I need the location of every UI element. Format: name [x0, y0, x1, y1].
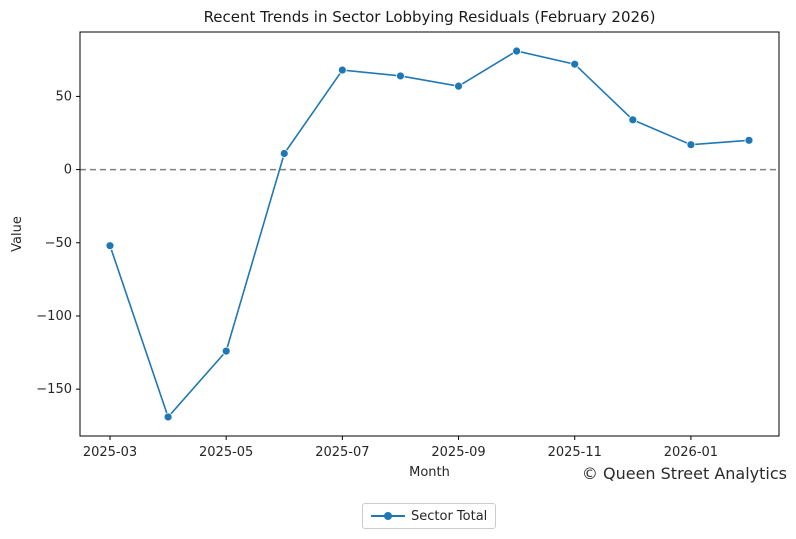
data-point [105, 241, 115, 251]
x-tick-label: 2025-07 [315, 445, 369, 460]
y-tick-label: −150 [36, 382, 72, 397]
x-tick-label: 2026-01 [664, 445, 718, 460]
x-tick-label: 2025-03 [83, 445, 137, 460]
copyright-watermark: © Queen Street Analytics [581, 464, 787, 483]
data-point [163, 412, 173, 422]
legend-label-sector-total: Sector Total [411, 508, 488, 524]
data-point [396, 71, 405, 81]
data-point [512, 46, 522, 56]
data-point [628, 115, 638, 125]
y-tick-label: −100 [36, 309, 72, 324]
series-line-sector-total [109, 50, 750, 419]
data-point [279, 149, 289, 158]
y-tick-label: 0 [64, 163, 72, 178]
data-point [686, 140, 696, 150]
data-point [570, 59, 580, 69]
legend-line-marker-icon [371, 510, 405, 522]
data-point [337, 65, 347, 75]
data-point [454, 81, 463, 91]
x-tick-label: 2025-05 [199, 445, 253, 460]
y-axis-label: Value [10, 216, 25, 252]
legend: Sector Total [362, 503, 497, 529]
x-tick-label: 2025-11 [548, 445, 602, 460]
chart-title: Recent Trends in Sector Lobbying Residua… [204, 8, 656, 26]
plot-frame [79, 31, 780, 437]
y-tick-label: −50 [45, 236, 72, 251]
y-tick-label: 50 [55, 89, 72, 104]
data-point [744, 135, 754, 145]
x-tick-label: 2025-09 [431, 445, 485, 460]
x-axis-label: Month [409, 465, 450, 480]
data-point [221, 346, 231, 356]
